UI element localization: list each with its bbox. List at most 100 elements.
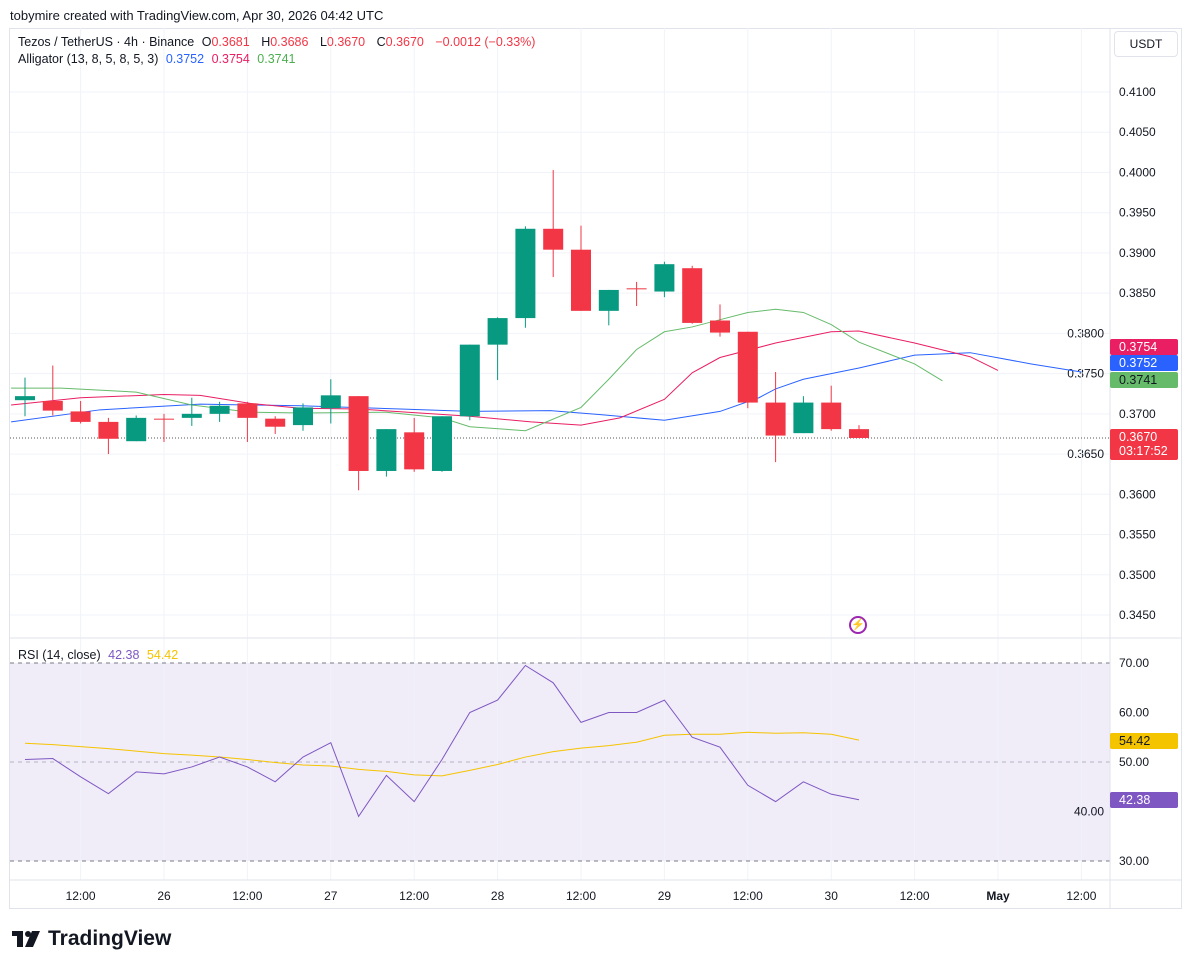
symbol-legend: Tezos / TetherUS · 4h · Binance O0.3681 … [18, 35, 539, 49]
price-change: −0.0012 (−0.33%) [435, 35, 536, 49]
bullish-candle [320, 395, 341, 409]
price-tick-label: 0.3850 [1119, 286, 1156, 300]
time-tick-label: 12:00 [66, 889, 96, 903]
rsi-value: 42.38 [108, 648, 140, 662]
bearish-candle [265, 418, 286, 427]
bullish-candle [654, 264, 675, 292]
time-tick-label: 12:00 [1066, 889, 1096, 903]
lips-value: 0.3741 [257, 52, 296, 66]
time-tick-label: May [986, 889, 1010, 903]
bullish-candle [459, 344, 480, 417]
rsi-line [24, 664, 860, 818]
rsi-tick-label: 40.00 [1074, 805, 1104, 819]
time-tick-label: 12:00 [232, 889, 262, 903]
price-tick-label: 0.3550 [1119, 528, 1156, 542]
jaw-price-badge: 0.3752 [1110, 355, 1178, 371]
rsi-tick-label: 30.00 [1119, 854, 1149, 868]
price-tick-label: 0.3700 [1119, 407, 1156, 421]
bullish-candle [793, 402, 814, 434]
alligator-jaw-line [11, 352, 1082, 423]
bullish-candle [209, 405, 230, 414]
bullish-candle [487, 318, 508, 345]
time-tick-label: 29 [658, 889, 672, 903]
price-tick-label: 0.3900 [1119, 246, 1156, 260]
lightning-icon[interactable]: ⚡ [849, 616, 867, 634]
rsi-band [10, 663, 1110, 861]
lips-price-badge: 0.3741 [1110, 372, 1178, 388]
rsi-ma-badge: 54.42 [1110, 733, 1178, 749]
close-value: 0.3670 [385, 35, 424, 49]
high-value: 0.3686 [270, 35, 309, 49]
bearish-candle [849, 429, 869, 438]
price-tick-label: 0.3450 [1119, 608, 1156, 622]
bearish-candle [765, 402, 786, 436]
ohlc-close: C0.3670 [377, 35, 428, 49]
credit-text: tobymire created with TradingView.com, A… [10, 8, 384, 23]
time-tick-label: 12:00 [733, 889, 763, 903]
bearish-candle [682, 268, 703, 323]
close-label: C [376, 35, 386, 49]
bullish-candle [432, 416, 452, 471]
rsi-tick-label: 60.00 [1119, 706, 1149, 720]
currency-button[interactable]: USDT [1114, 31, 1178, 57]
rsi-tick-label: 50.00 [1119, 755, 1149, 769]
ohlc-open: O0.3681 [202, 35, 254, 49]
bearish-candle [237, 403, 258, 418]
alligator-legend: Alligator (13, 8, 5, 8, 5, 3) 0.3752 0.3… [18, 52, 300, 66]
rsi-legend: RSI (14, close) 42.38 54.42 [18, 648, 182, 662]
bullish-candle [293, 407, 313, 426]
price-tick-label: 0.3750 [1067, 367, 1104, 381]
time-tick-label: 12:00 [399, 889, 429, 903]
open-value: 0.3681 [211, 35, 250, 49]
alligator-teeth-line [11, 330, 999, 426]
bullish-candle [15, 396, 35, 401]
chart-frame [9, 28, 1182, 909]
price-tick-label: 0.4000 [1119, 165, 1156, 179]
high-label: H [261, 35, 271, 49]
bullish-candle [598, 289, 619, 311]
brand-name: TradingView [48, 927, 172, 950]
rsi-title[interactable]: RSI (14, close) [18, 648, 101, 662]
bearish-candle [98, 421, 119, 439]
time-tick-label: 26 [157, 889, 171, 903]
bullish-candle [181, 413, 202, 418]
price-tick-label: 0.3500 [1119, 568, 1156, 582]
time-tick-label: 12:00 [900, 889, 930, 903]
alligator-lips-line [11, 308, 943, 432]
rsi-ma-value: 54.42 [146, 648, 179, 662]
price-tick-label: 0.4100 [1119, 85, 1156, 99]
rsi-tick-label: 70.00 [1119, 656, 1149, 670]
last-price: 0.3670 [1119, 430, 1158, 444]
symbol-title[interactable]: Tezos / TetherUS · 4h · Binance [18, 35, 195, 49]
low-value: 0.3670 [326, 35, 366, 49]
time-tick-label: 28 [491, 889, 505, 903]
jaw-value: 0.3752 [165, 52, 205, 66]
price-tick-label: 0.4050 [1119, 125, 1156, 139]
ohlc-low: L0.3670 [320, 35, 369, 49]
time-tick-label: 12:00 [566, 889, 596, 903]
bearish-candle [70, 411, 91, 422]
candle-countdown: 03:17:52 [1119, 444, 1168, 458]
bearish-candle [42, 400, 63, 411]
bearish-candle [626, 288, 647, 290]
tradingview-logo[interactable]: TradingView [12, 927, 171, 951]
price-tick-label: 0.3800 [1067, 326, 1104, 340]
bearish-candle [348, 396, 369, 471]
bearish-candle [737, 331, 758, 403]
bullish-candle [376, 429, 397, 471]
price-tick-label: 0.3650 [1067, 447, 1104, 461]
rsi-ma-line [24, 731, 860, 777]
bullish-candle [515, 228, 536, 319]
bearish-candle [543, 228, 564, 250]
bearish-candle [154, 418, 174, 420]
open-label: O [201, 35, 212, 49]
teeth-value: 0.3754 [211, 52, 250, 66]
teeth-price-badge: 0.3754 [1110, 339, 1178, 355]
bearish-candle [821, 402, 842, 430]
bearish-candle [404, 432, 425, 470]
tv-logo-icon [12, 931, 40, 947]
alligator-title[interactable]: Alligator (13, 8, 5, 8, 5, 3) [18, 52, 159, 66]
bullish-candle [126, 417, 147, 442]
